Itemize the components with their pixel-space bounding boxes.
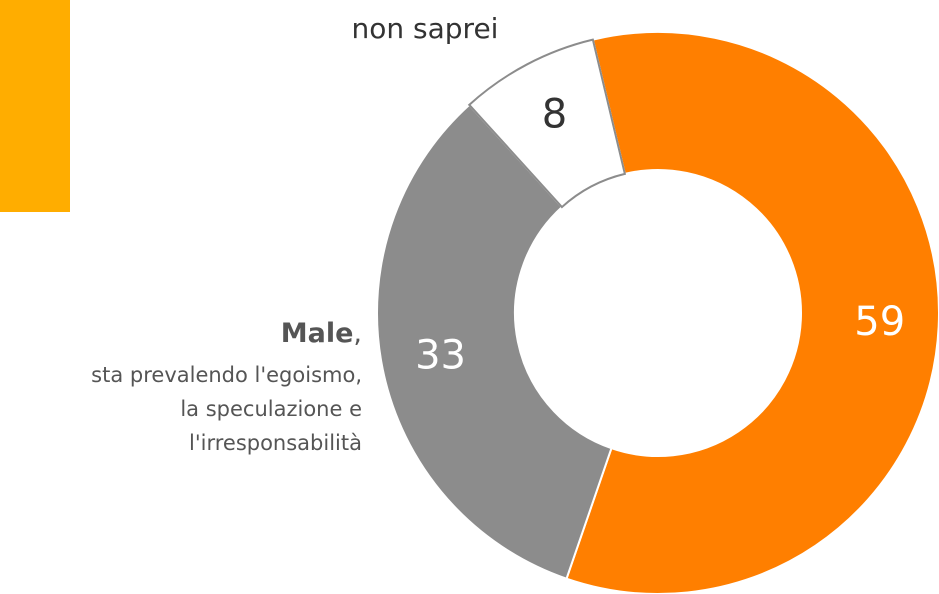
category-label: non saprei — [352, 12, 499, 45]
value-label: 59 — [854, 299, 905, 345]
value-label: 8 — [542, 92, 567, 138]
donut-slice — [565, 31, 939, 594]
category-punct: , — [353, 318, 362, 349]
category-note: la speculazione e — [180, 397, 362, 421]
accent-bar — [0, 0, 70, 212]
category-label: Male, — [281, 318, 362, 349]
donut-slice — [467, 38, 627, 209]
category-note: sta prevalendo l'egoismo, — [91, 363, 362, 387]
category-note: l'irresponsabilità — [189, 431, 362, 455]
category-name: Male — [281, 318, 354, 349]
value-label: 33 — [415, 333, 466, 379]
donut-slice — [376, 103, 613, 580]
category-name: non saprei — [352, 12, 499, 45]
